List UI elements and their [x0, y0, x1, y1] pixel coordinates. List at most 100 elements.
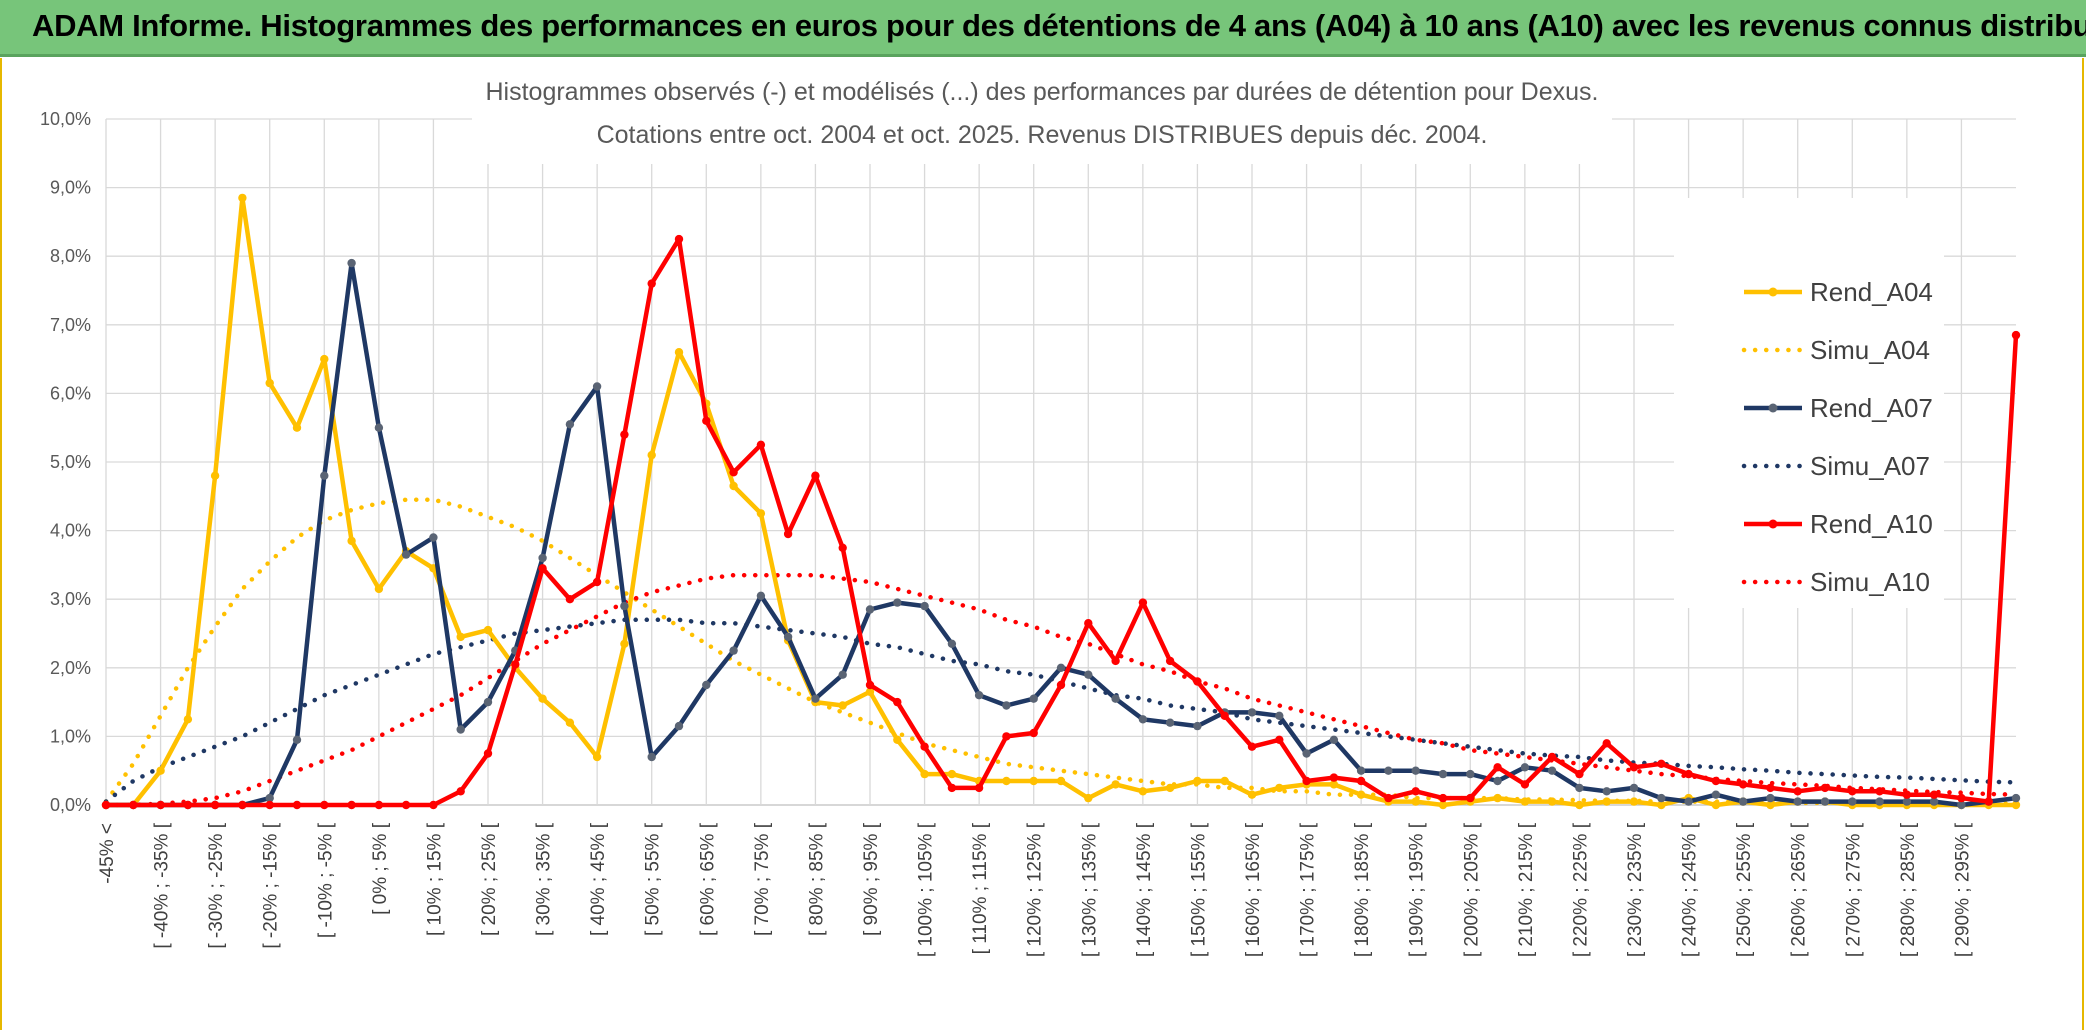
- data-point-rend-a04: [456, 632, 465, 642]
- data-point-rend-a10: [674, 234, 684, 244]
- data-point-rend-a04: [647, 450, 656, 460]
- data-point-rend-a10: [1684, 769, 1693, 779]
- y-tick-label: 6,0%: [50, 383, 91, 403]
- data-point-rend-a04: [1220, 776, 1229, 786]
- data-point-rend-a07: [1520, 763, 1530, 772]
- data-point-rend-a07: [538, 553, 547, 563]
- data-point-rend-a07: [1547, 766, 1557, 775]
- data-point-rend-a10: [238, 800, 247, 810]
- data-point-rend-a07: [1384, 766, 1393, 775]
- data-point-rend-a10: [129, 800, 138, 810]
- series-line-simu-a07: [103, 617, 2019, 804]
- data-point-rend-a10: [511, 660, 520, 669]
- data-point-rend-a10: [1929, 790, 1939, 799]
- y-tick-label: 8,0%: [50, 246, 91, 266]
- x-tick-label: [ 230% ; 235% [: [1625, 822, 1646, 957]
- data-point-rend-a10: [483, 749, 493, 758]
- data-point-rend-a07: [1629, 783, 1639, 793]
- x-tick-label: [ -30% ; -25% [: [206, 822, 227, 948]
- x-tick-label: [ 10% ; 15% [: [424, 822, 445, 936]
- data-point-rend-a10: [1329, 773, 1339, 782]
- data-point-rend-a10: [1138, 598, 1148, 607]
- data-point-rend-a07: [620, 601, 629, 611]
- legend-label-rend-a10: Rend_A10: [1810, 509, 1933, 539]
- data-point-rend-a10: [183, 800, 193, 810]
- data-point-rend-a04: [1629, 797, 1639, 806]
- data-point-rend-a04: [538, 694, 547, 703]
- data-point-rend-a07: [1848, 797, 1857, 806]
- x-tick-label: [ 40% ; 45% [: [588, 822, 609, 936]
- data-point-rend-a10: [1711, 776, 1721, 786]
- x-tick-label: [ 120% ; 125% [: [1025, 822, 1046, 957]
- data-point-rend-a04: [947, 769, 957, 779]
- data-point-rend-a04: [1138, 787, 1148, 796]
- x-tick-label: [ 250% ; 255% [: [1734, 822, 1755, 957]
- legend-marker-rend-a07: [1768, 403, 1778, 413]
- data-point-rend-a07: [1957, 800, 1966, 810]
- data-point-rend-a10: [1111, 656, 1120, 666]
- x-tick-label: [ 260% ; 265% [: [1789, 822, 1810, 957]
- data-point-rend-a10: [647, 279, 656, 288]
- data-point-rend-a07: [838, 670, 847, 679]
- data-point-rend-a10: [1165, 656, 1175, 666]
- data-point-rend-a07: [456, 725, 465, 734]
- data-point-rend-a10: [1984, 797, 1993, 806]
- data-point-rend-a04: [320, 354, 329, 364]
- data-point-rend-a04: [620, 639, 629, 648]
- x-tick-label: [ 210% ; 215% [: [1516, 822, 1537, 957]
- data-point-rend-a10: [729, 468, 738, 477]
- data-point-rend-a10: [1875, 787, 1884, 796]
- data-point-rend-a04: [183, 715, 193, 724]
- y-tick-label: 4,0%: [50, 521, 91, 541]
- data-point-rend-a10: [374, 800, 384, 810]
- data-point-rend-a10: [1547, 752, 1557, 762]
- x-tick-label: [ 160% ; 165% [: [1243, 822, 1264, 957]
- data-point-rend-a04: [1247, 790, 1257, 799]
- data-point-rend-a10: [974, 783, 984, 793]
- data-point-rend-a07: [565, 420, 575, 429]
- data-point-rend-a10: [101, 800, 111, 810]
- series-line-simu-a10: [103, 572, 2019, 808]
- data-point-rend-a07: [647, 752, 656, 762]
- x-tick-label: [ 270% ; 275% [: [1843, 822, 1864, 957]
- data-point-rend-a07: [1329, 735, 1339, 744]
- data-point-rend-a04: [1547, 797, 1557, 806]
- data-point-rend-a07: [1002, 701, 1011, 710]
- data-point-rend-a04: [920, 769, 929, 779]
- data-point-rend-a10: [1302, 776, 1311, 786]
- data-point-rend-a07: [1493, 776, 1502, 786]
- data-point-rend-a07: [401, 550, 411, 559]
- x-tick-label: [ 70% ; 75% [: [752, 822, 773, 936]
- data-point-rend-a07: [702, 680, 711, 690]
- data-point-rend-a07: [320, 471, 329, 480]
- series-layer: [101, 193, 2021, 810]
- data-point-rend-a10: [947, 783, 957, 793]
- data-point-rend-a04: [592, 752, 602, 762]
- data-point-rend-a10: [292, 800, 302, 810]
- x-tick-label: [ 30% ; 35% [: [534, 822, 555, 936]
- data-point-rend-a10: [1493, 763, 1502, 772]
- data-point-rend-a04: [1520, 797, 1530, 806]
- data-point-rend-a07: [1820, 797, 1830, 806]
- data-point-rend-a10: [1629, 763, 1639, 772]
- legend-label-simu-a10: Simu_A10: [1810, 567, 1930, 597]
- data-point-rend-a07: [1684, 797, 1693, 806]
- y-tick-label: 10,0%: [40, 109, 91, 129]
- x-tick-label: [ -20% ; -15% [: [261, 822, 282, 948]
- data-point-rend-a10: [1384, 793, 1393, 803]
- data-point-rend-a04: [1411, 797, 1420, 806]
- legend-label-rend-a07: Rend_A07: [1810, 393, 1933, 423]
- data-point-rend-a07: [1766, 793, 1775, 803]
- data-point-rend-a04: [1275, 783, 1284, 793]
- legend-label-simu-a07: Simu_A07: [1810, 451, 1930, 481]
- x-tick-label: [ 170% ; 175% [: [1298, 822, 1319, 957]
- data-point-rend-a07: [1138, 715, 1148, 724]
- data-point-rend-a10: [893, 697, 902, 707]
- data-point-rend-a07: [292, 735, 302, 744]
- data-point-rend-a07: [1356, 766, 1366, 775]
- data-point-rend-a10: [1820, 783, 1830, 793]
- data-point-rend-a04: [210, 471, 220, 480]
- legend-background: [1674, 198, 1944, 608]
- x-tick-label: [ 140% ; 145% [: [1134, 822, 1155, 957]
- data-point-rend-a10: [1657, 759, 1666, 768]
